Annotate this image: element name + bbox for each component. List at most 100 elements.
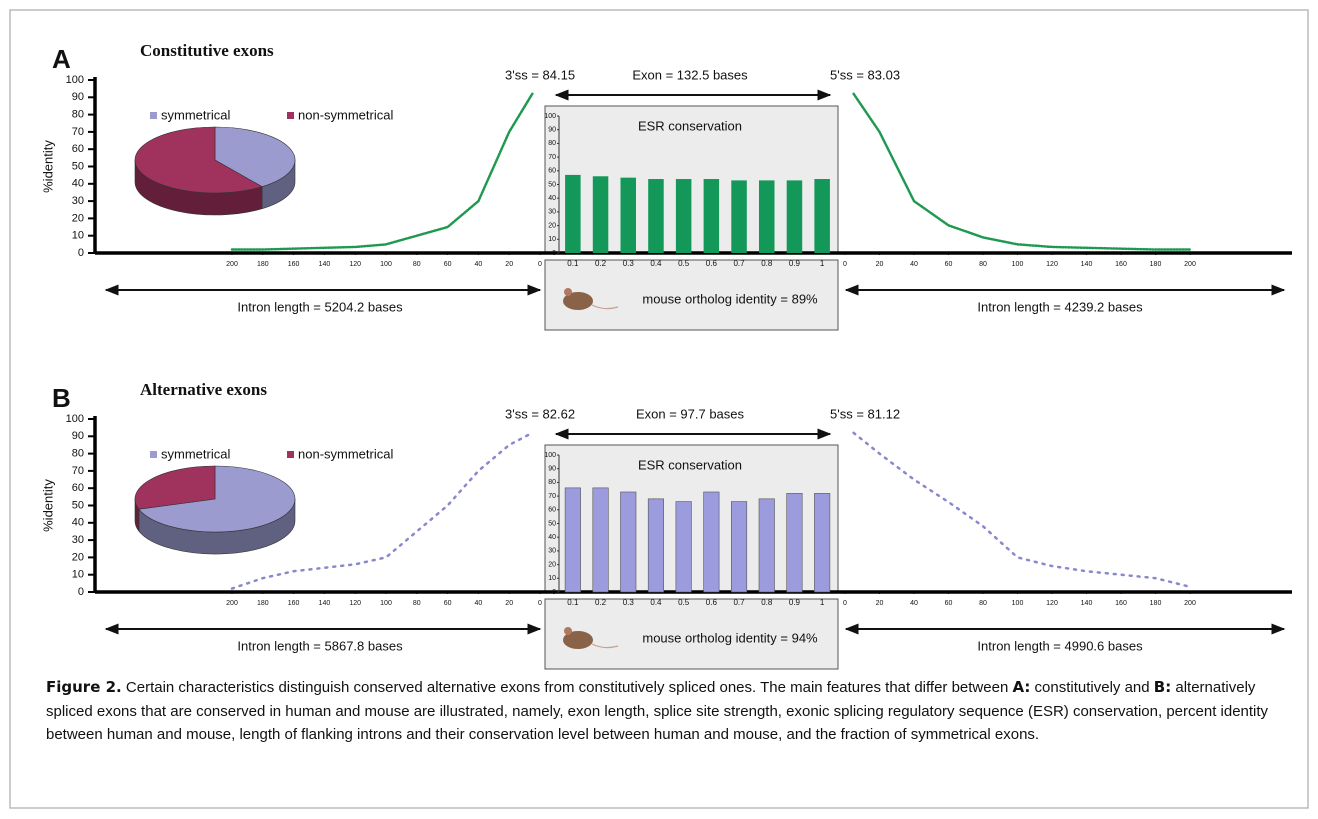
exon-length: Exon = 97.7 bases bbox=[636, 406, 745, 421]
mouse-box bbox=[544, 598, 839, 670]
intron-length-left: Intron length = 5867.8 bases bbox=[237, 638, 403, 653]
legend-label: symmetrical bbox=[161, 107, 230, 122]
bar-category: 0.1 bbox=[567, 598, 579, 607]
figure-border bbox=[9, 9, 1309, 809]
y-tick-label: 10 bbox=[72, 569, 84, 581]
panel-title: Constitutive exons bbox=[140, 41, 274, 60]
y-tick-label: 60 bbox=[72, 482, 84, 494]
x-tick-label: 140 bbox=[319, 261, 331, 268]
mouse-body bbox=[563, 631, 593, 649]
pie-slice bbox=[214, 126, 296, 188]
identity-curve bbox=[852, 431, 1192, 589]
bar-category: 0.3 bbox=[623, 598, 635, 607]
intron-length-right: Intron length = 4990.6 bases bbox=[977, 638, 1143, 653]
panel-label: B bbox=[52, 383, 71, 413]
x-tick-label: 0 bbox=[843, 600, 847, 607]
bar-y-tick-label: 20 bbox=[548, 222, 556, 229]
bar-title: ESR conservation bbox=[638, 118, 742, 133]
x-tick-label: 60 bbox=[945, 600, 953, 607]
x-tick-label: 180 bbox=[257, 600, 269, 607]
bar bbox=[703, 179, 720, 253]
x-tick-label: 20 bbox=[876, 600, 884, 607]
mouse-tail bbox=[591, 304, 619, 310]
x-tick-label: 20 bbox=[505, 600, 513, 607]
bar-category: 0.7 bbox=[733, 598, 745, 607]
bar-category: 0.5 bbox=[678, 259, 690, 268]
bar-category: 0.9 bbox=[789, 259, 801, 268]
bar-y-tick-label: 10 bbox=[548, 575, 556, 582]
bar-category: 0.9 bbox=[789, 598, 801, 607]
x-tick-label: 200 bbox=[226, 600, 238, 607]
identity-curve bbox=[852, 92, 1192, 251]
bar-y-tick-label: 0 bbox=[552, 589, 556, 596]
x-tick-label: 0 bbox=[538, 600, 542, 607]
caption-text: Certain characteristics distinguish cons… bbox=[121, 679, 1013, 696]
caption-ref: B: bbox=[1153, 678, 1172, 696]
splice-3: 3'ss = 82.62 bbox=[505, 406, 575, 421]
y-tick-label: 40 bbox=[72, 178, 84, 190]
y-tick-label: 30 bbox=[72, 534, 84, 546]
x-tick-label: 120 bbox=[1046, 261, 1058, 268]
y-tick-label: 50 bbox=[72, 160, 84, 172]
bar-y-tick-label: 90 bbox=[548, 127, 556, 134]
legend-label: non-symmetrical bbox=[298, 446, 393, 461]
x-tick-label: 40 bbox=[475, 261, 483, 268]
legend-swatch bbox=[150, 451, 157, 458]
caption-text: constitutively and bbox=[1030, 679, 1154, 696]
x-tick-label: 100 bbox=[1012, 600, 1024, 607]
x-tick-label: 40 bbox=[910, 600, 918, 607]
x-tick-label: 0 bbox=[538, 261, 542, 268]
bar bbox=[703, 491, 720, 593]
y-tick-label: 100 bbox=[66, 413, 84, 425]
bar bbox=[620, 177, 637, 253]
bar-category: 0.8 bbox=[761, 259, 773, 268]
x-tick-label: 200 bbox=[1184, 261, 1196, 268]
caption-label: Figure 2. bbox=[46, 678, 122, 696]
y-tick-label: 80 bbox=[72, 109, 84, 121]
x-tick-label: 180 bbox=[1150, 600, 1162, 607]
mouse-tail bbox=[591, 643, 619, 649]
bar-title: ESR conservation bbox=[638, 457, 742, 472]
bar-category: 1 bbox=[820, 259, 825, 268]
bar bbox=[648, 179, 664, 253]
bar bbox=[564, 487, 581, 593]
y-tick-label: 90 bbox=[72, 430, 84, 442]
bar bbox=[565, 174, 581, 253]
y-tick-label: 70 bbox=[72, 465, 84, 477]
legend-swatch bbox=[150, 112, 157, 119]
bar-y-tick-label: 20 bbox=[548, 561, 556, 568]
x-tick-label: 60 bbox=[945, 261, 953, 268]
y-tick-label: 10 bbox=[72, 230, 84, 242]
y-tick-label: 20 bbox=[72, 551, 84, 563]
x-tick-label: 40 bbox=[910, 261, 918, 268]
x-tick-label: 40 bbox=[475, 600, 483, 607]
bar-y-tick-label: 70 bbox=[548, 493, 556, 500]
intron-length-left: Intron length = 5204.2 bases bbox=[237, 299, 403, 314]
exon-length: Exon = 132.5 bases bbox=[632, 67, 748, 82]
x-tick-label: 120 bbox=[1046, 600, 1058, 607]
bar bbox=[647, 498, 665, 593]
bar-y-tick-label: 100 bbox=[544, 452, 556, 459]
x-tick-label: 100 bbox=[380, 600, 392, 607]
bar-y-tick-label: 100 bbox=[544, 113, 556, 120]
bar bbox=[731, 180, 747, 253]
bar-y-tick-label: 40 bbox=[548, 534, 556, 541]
mouse-identity: mouse ortholog identity = 94% bbox=[642, 630, 818, 645]
pie-slice bbox=[134, 126, 263, 194]
x-tick-label: 60 bbox=[444, 261, 452, 268]
bar bbox=[758, 180, 775, 253]
bar-category: 0.6 bbox=[706, 259, 718, 268]
mouse-ear bbox=[564, 627, 572, 635]
bar-y-tick-label: 80 bbox=[548, 479, 556, 486]
bar-category: 0.1 bbox=[567, 259, 579, 268]
x-tick-label: 100 bbox=[380, 261, 392, 268]
pie-slice bbox=[134, 465, 216, 510]
mouse-ear bbox=[564, 288, 572, 296]
bar bbox=[592, 176, 609, 253]
mouse-box bbox=[544, 259, 839, 331]
bar bbox=[620, 491, 637, 593]
x-tick-label: 160 bbox=[1115, 261, 1127, 268]
y-tick-label: 20 bbox=[72, 212, 84, 224]
y-tick-label: 50 bbox=[72, 499, 84, 511]
